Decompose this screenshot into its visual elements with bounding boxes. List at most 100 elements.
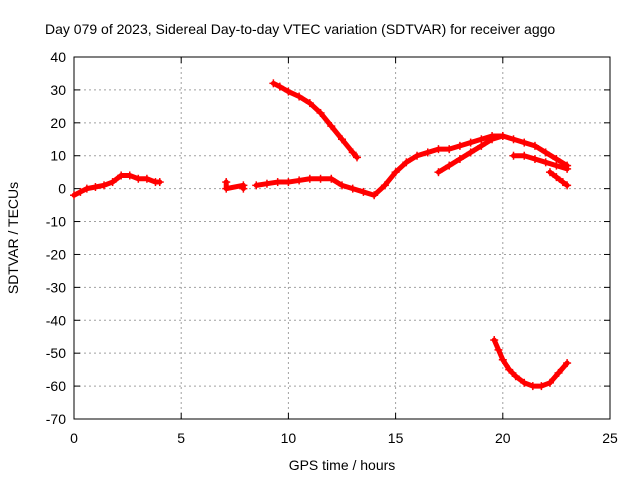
data-point: [509, 135, 518, 144]
plot-frame: [73, 56, 611, 420]
data-point: [558, 178, 567, 187]
data-point: [563, 181, 572, 190]
y-tick-label: -40: [46, 312, 66, 328]
data-point: [155, 178, 164, 187]
y-tick-label: -20: [46, 246, 66, 262]
data-point: [494, 345, 503, 354]
series-trace: [270, 80, 360, 160]
data-point: [262, 179, 271, 188]
x-axis-label: GPS time / hours: [289, 457, 396, 473]
data-point: [541, 158, 550, 167]
data-point: [239, 184, 248, 193]
x-tick-label: 10: [281, 430, 297, 446]
data-point: [530, 141, 539, 150]
series-arc-5: [434, 131, 507, 177]
y-tick-labels: -70 -60 -50 -40 -30 -20 -10 0 10 20 30 40: [46, 49, 66, 427]
series-arc-1: [70, 171, 164, 200]
data-point: [391, 168, 400, 177]
y-tick-label: -60: [46, 378, 66, 394]
data-point: [359, 187, 368, 196]
data-point: [520, 151, 529, 160]
data-point: [134, 174, 143, 183]
axis-ticks: [73, 56, 611, 420]
data-point: [545, 168, 554, 177]
data-point: [455, 141, 464, 150]
data-point: [466, 148, 475, 157]
data-point: [338, 135, 346, 144]
data-point: [316, 174, 325, 183]
data-point: [222, 184, 231, 193]
data-point: [537, 382, 546, 391]
data-point: [252, 181, 261, 190]
data-point: [305, 99, 314, 108]
y-tick-label: -30: [46, 279, 66, 295]
series-trace: [547, 169, 570, 188]
data-point: [348, 148, 357, 157]
data-point: [295, 176, 304, 185]
data-point: [530, 155, 539, 164]
data-point: [295, 92, 304, 101]
data-point: [552, 173, 561, 182]
x-tick-label: 25: [602, 430, 618, 446]
data-point: [348, 184, 357, 193]
y-tick-label: -50: [46, 345, 66, 361]
data-point: [117, 171, 126, 180]
series-arc-2: [222, 178, 248, 193]
data-point: [477, 141, 486, 150]
series-trace: [491, 337, 570, 389]
data-point: [327, 122, 336, 131]
data-point: [488, 135, 497, 144]
data-point: [284, 178, 293, 187]
data-point: [353, 153, 362, 162]
data-point: [434, 168, 443, 177]
data-point: [520, 378, 529, 387]
data-point: [76, 187, 85, 196]
data-point: [563, 359, 572, 368]
data-point: [552, 161, 561, 170]
data-point: [545, 378, 554, 387]
x-tick-label: 0: [70, 430, 78, 446]
data-point: [370, 191, 379, 200]
data-point: [142, 174, 151, 183]
data-point: [91, 182, 100, 191]
x-tick-labels: 0 5 10 15 20 25: [70, 430, 618, 446]
data-point: [380, 181, 389, 190]
data-point: [490, 336, 499, 345]
data-point: [70, 191, 78, 200]
y-tick-label: -70: [46, 411, 66, 427]
data-point: [445, 161, 454, 170]
data-point: [338, 181, 346, 190]
chart-title: Day 079 of 2023, Sidereal Day-to-day VTE…: [45, 21, 555, 37]
data-point: [455, 155, 464, 164]
y-tick-label: -10: [46, 214, 66, 230]
x-tick-label: 15: [388, 430, 404, 446]
y-tick-label: 10: [50, 148, 66, 164]
data-point: [498, 131, 507, 140]
data-points: [70, 79, 572, 391]
y-tick-label: 30: [50, 82, 66, 98]
data-point: [563, 164, 572, 173]
series-arc-4: [269, 79, 362, 162]
data-point: [125, 171, 134, 180]
x-tick-label: 5: [177, 430, 185, 446]
y-axis-label: SDTVAR / TECUs: [5, 182, 21, 294]
data-point: [541, 148, 550, 157]
x-tick-label: 20: [495, 430, 511, 446]
data-point: [554, 368, 563, 377]
series-trace: [253, 133, 570, 198]
grid: [74, 57, 610, 419]
data-point: [108, 178, 117, 187]
data-point: [269, 79, 278, 88]
data-point: [466, 138, 475, 147]
data-point: [284, 87, 293, 96]
data-point: [511, 372, 520, 381]
data-point: [498, 355, 507, 364]
series-arc-7: [545, 168, 572, 190]
data-point: [509, 151, 518, 160]
data-point: [445, 145, 454, 154]
data-point: [316, 108, 325, 117]
data-point: [413, 151, 422, 160]
data-point: [100, 181, 109, 190]
data-point: [423, 148, 432, 157]
